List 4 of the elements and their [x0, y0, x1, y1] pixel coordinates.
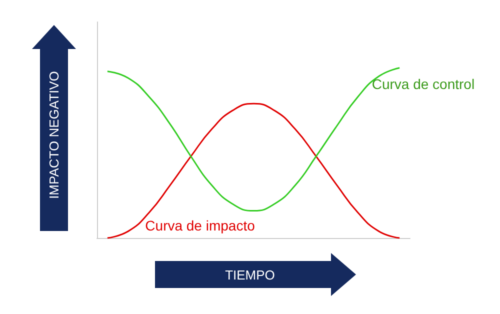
- y-axis-title: IMPACTO NEGATIVO: [46, 71, 62, 199]
- series-label: Curva de control: [372, 76, 475, 92]
- x-axis-title: TIEMPO: [225, 268, 275, 282]
- series-label: Curva de impacto: [145, 217, 256, 234]
